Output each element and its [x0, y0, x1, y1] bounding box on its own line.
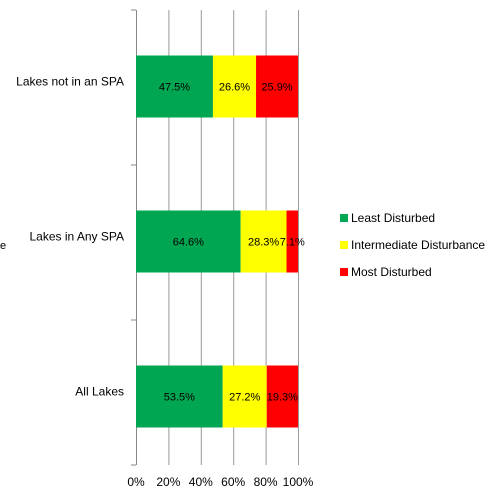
bar-segment	[240, 210, 287, 273]
bar-segment	[136, 55, 213, 118]
legend-swatch	[340, 214, 348, 222]
x-tick-label: 0%	[127, 475, 145, 489]
bar-value-label: 64.6%	[173, 237, 204, 249]
legend-swatch	[340, 268, 348, 276]
x-tick-labels: 0% 20% 40% 60% 80% 100%	[127, 475, 313, 489]
bars	[136, 55, 298, 428]
data-labels: 47.5% 26.6% 25.9% 64.6% 28.3% 7.1% 53.5% 27.2% 1…	[159, 82, 305, 404]
x-tick-label: 20%	[156, 475, 180, 489]
x-tick-label: 60%	[221, 475, 245, 489]
bar-segment	[256, 55, 298, 118]
category-axis	[131, 9, 136, 466]
legend: Least Disturbed Intermediate Disturbance M…	[340, 211, 485, 279]
bar-value-label: 53.5%	[164, 392, 195, 404]
bar-segment	[266, 365, 298, 428]
category-label: Lakes in Any SPA	[30, 230, 125, 244]
bar-segment	[136, 210, 241, 273]
bar-value-label: 25.9%	[261, 82, 292, 94]
bar-segment	[286, 210, 298, 273]
y-axis-label-fragment: e	[0, 240, 6, 252]
legend-label: Least Disturbed	[351, 211, 435, 225]
bar-value-label: 28.3%	[248, 237, 279, 249]
category-label: Lakes not in an SPA	[16, 75, 124, 89]
bar-value-label: 19.3%	[267, 392, 298, 404]
bar-segment	[212, 55, 257, 118]
legend-label: Most Disturbed	[351, 265, 432, 279]
legend-swatch	[340, 241, 348, 249]
bar-value-label: 47.5%	[159, 82, 190, 94]
category-labels: Lakes not in an SPA Lakes in Any SPA All L…	[16, 75, 124, 399]
bar-value-label: 26.6%	[219, 82, 250, 94]
bar-segment	[136, 365, 223, 428]
legend-label: Intermediate Disturbance	[351, 238, 485, 252]
bar-segment	[222, 365, 267, 428]
bar-value-label: 7.1%	[280, 237, 305, 249]
category-label: All Lakes	[75, 385, 124, 399]
bar-value-label: 27.2%	[229, 392, 260, 404]
x-tick-label: 80%	[254, 475, 278, 489]
x-tick-label: 100%	[283, 475, 314, 489]
x-tick-label: 40%	[189, 475, 213, 489]
